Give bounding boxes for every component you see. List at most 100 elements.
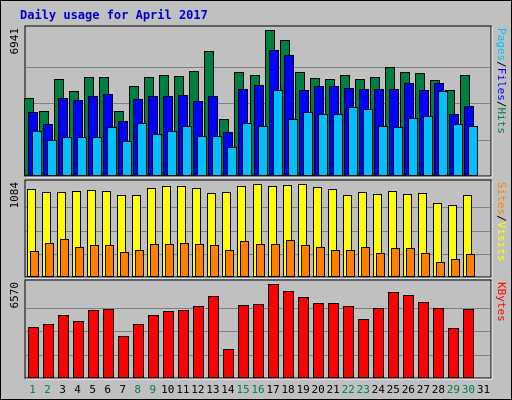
hits-bar-pages-day-22: [348, 107, 358, 176]
visits-series-label-part: Sites: [495, 182, 508, 215]
kbytes-panel: 6570 KBytes: [8, 279, 508, 380]
visits-bar-sites-day-24: [376, 253, 385, 277]
hits-series-pages: [32, 90, 478, 176]
hits-bar-pages-day-29: [453, 124, 463, 176]
x-tick-label-day-31: 31: [477, 383, 490, 396]
kbytes-bar-kbytes-day-26: [403, 295, 414, 378]
hits-panel: 6941 Pages/Files/Hits: [8, 25, 508, 178]
visits-series-label-part: Visits: [495, 222, 508, 262]
x-tick-label-day-28: 28: [432, 383, 445, 396]
hits-bar-pages-day-26: [408, 118, 418, 176]
hits-series-label-part: Hits: [495, 108, 508, 135]
x-tick-label-day-29: 29: [447, 383, 460, 396]
x-tick-label-day-27: 27: [417, 383, 430, 396]
kbytes-series-kbytes: [28, 284, 474, 378]
visits-bar-sites-day-5: [90, 245, 99, 277]
visits-bar-sites-day-11: [180, 243, 189, 277]
kbytes-bar-kbytes-day-6: [103, 309, 114, 378]
visits-bar-sites-day-2: [45, 243, 54, 277]
kbytes-bar-kbytes-day-9: [148, 315, 159, 378]
visits-series-sites: [30, 239, 475, 277]
hits-bar-pages-day-2: [47, 140, 57, 176]
visits-bar-sites-day-23: [361, 247, 370, 277]
chart-panels: 6941 Pages/Files/Hits 1084 Sites/Visits 6570…: [8, 25, 508, 380]
visits-bar-sites-day-26: [406, 248, 415, 277]
kbytes-bar-kbytes-day-17: [268, 284, 279, 378]
visits-bar-sites-day-17: [271, 244, 280, 277]
visits-bar-sites-day-8: [135, 250, 144, 277]
kbytes-bar-kbytes-day-15: [238, 305, 249, 378]
hits-bar-pages-day-13: [212, 136, 222, 176]
x-tick-label-day-16: 16: [251, 383, 264, 396]
kbytes-bar-kbytes-day-28: [433, 308, 444, 378]
kbytes-bar-kbytes-day-11: [178, 310, 189, 378]
hits-ymax-label: 6941: [8, 28, 21, 55]
x-tick-label-day-6: 6: [104, 383, 111, 396]
kbytes-bar-kbytes-day-13: [208, 296, 219, 378]
kbytes-bar-kbytes-day-22: [343, 306, 354, 378]
hits-bar-pages-day-17: [273, 90, 283, 176]
x-tick-label-day-1: 1: [29, 383, 36, 396]
hits-bar-pages-day-21: [333, 114, 343, 176]
visits-bar-sites-day-13: [210, 245, 219, 277]
kbytes-bar-kbytes-day-20: [313, 303, 324, 378]
visits-bar-sites-day-10: [165, 244, 174, 277]
visits-series-label-part: /: [495, 215, 508, 222]
x-tick-label-day-12: 12: [191, 383, 204, 396]
x-tick-label-day-26: 26: [402, 383, 415, 396]
visits-bar-sites-day-27: [421, 253, 430, 277]
kbytes-bar-kbytes-day-16: [253, 304, 264, 378]
kbytes-bar-kbytes-day-5: [88, 310, 99, 378]
visits-bar-sites-day-19: [301, 245, 310, 277]
hits-bar-pages-day-28: [438, 91, 448, 176]
x-tick-label-day-8: 8: [134, 383, 141, 396]
visits-bar-sites-day-16: [256, 244, 265, 277]
hits-bar-pages-day-25: [393, 127, 403, 176]
x-axis-day-labels: 1 2 3 4 5 6 7 8 9 10 11 12 13 14 15 16 17 18 19 20 21 22 23 24 2…: [29, 383, 490, 396]
kbytes-bar-kbytes-day-29: [448, 328, 459, 378]
hits-bar-pages-day-11: [182, 126, 192, 176]
kbytes-series-label-part: KBytes: [495, 282, 508, 322]
hits-bar-pages-day-20: [318, 114, 328, 176]
x-tick-label-day-13: 13: [206, 383, 219, 396]
x-tick-label-day-9: 9: [149, 383, 156, 396]
visits-bar-sites-day-3: [60, 239, 69, 277]
visits-bar-sites-day-18: [286, 240, 295, 277]
kbytes-bar-kbytes-day-2: [43, 324, 54, 378]
visits-ymax-label: 1084: [8, 182, 21, 209]
hits-series-label: Pages/Files/Hits: [495, 28, 508, 134]
visits-bar-sites-day-6: [105, 245, 114, 277]
hits-bar-pages-day-1: [32, 131, 42, 176]
hits-bar-pages-day-23: [363, 109, 373, 176]
x-tick-label-day-30: 30: [462, 383, 475, 396]
kbytes-bar-kbytes-day-8: [133, 324, 144, 378]
kbytes-bar-kbytes-day-24: [373, 308, 384, 378]
hits-bar-pages-day-5: [92, 137, 102, 176]
x-tick-label-day-18: 18: [281, 383, 294, 396]
kbytes-bar-kbytes-day-3: [58, 315, 69, 378]
x-tick-label-day-19: 19: [296, 383, 309, 396]
hits-bar-pages-day-3: [62, 137, 72, 176]
hits-bar-pages-day-7: [122, 141, 132, 176]
x-tick-label-day-14: 14: [221, 383, 235, 396]
hits-bar-pages-day-9: [152, 134, 162, 176]
hits-bar-pages-day-14: [227, 147, 237, 176]
hits-bar-pages-day-16: [258, 126, 268, 176]
visits-bar-sites-day-14: [225, 250, 234, 277]
visits-bar-sites-day-15: [240, 241, 249, 277]
x-tick-label-day-3: 3: [59, 383, 66, 396]
kbytes-bar-kbytes-day-30: [463, 309, 474, 378]
hits-bar-pages-day-4: [77, 137, 87, 176]
kbytes-bar-kbytes-day-1: [28, 327, 39, 378]
x-tick-label-day-22: 22: [342, 383, 355, 396]
kbytes-bar-kbytes-day-21: [328, 303, 339, 378]
hits-bar-pages-day-10: [167, 131, 177, 176]
kbytes-bar-kbytes-day-14: [223, 349, 234, 378]
x-tick-label-day-7: 7: [119, 383, 126, 396]
kbytes-bar-kbytes-day-10: [163, 311, 174, 378]
kbytes-bar-kbytes-day-19: [298, 297, 309, 378]
hits-bar-pages-day-27: [423, 116, 433, 176]
hits-bar-pages-day-12: [197, 136, 207, 176]
visits-bar-sites-day-20: [316, 247, 325, 277]
